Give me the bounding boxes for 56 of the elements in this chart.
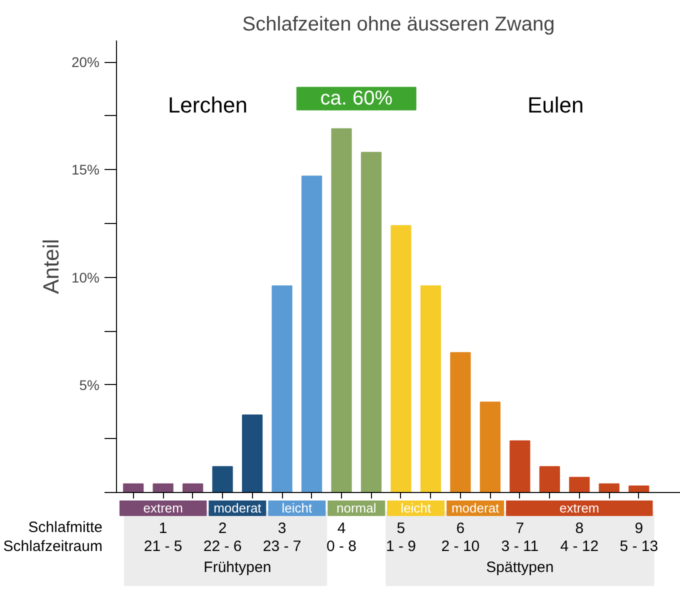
text: 4 - 12 [560,538,599,555]
text: Spättypen [486,559,554,576]
x-tick-label: 7 [516,520,524,537]
bar [450,352,471,492]
bar [569,476,590,492]
text: 0 - 8 [326,538,357,555]
x-tick-label: 5 [396,520,406,537]
x-tick-label: 6 [456,520,465,537]
annotation: Lerchen [168,92,248,118]
text: Frühtypen [204,559,272,576]
y-tick-label: 5% [79,376,100,393]
text: 3 - 11 [501,538,539,555]
text: Schlafzeitraum [3,538,103,555]
y-axis-title: Anteil [38,238,64,294]
bar [212,466,233,492]
text: 21 - 5 [144,538,182,555]
text: leicht [282,500,312,516]
y-tick-label: 20% [71,54,100,70]
x-tick-label: 4 [337,520,346,537]
x-tick-label: 8 [575,520,584,537]
bar [272,285,292,492]
annotation: ca. 60% [320,88,393,110]
bar [628,486,650,492]
text: extrem [560,500,600,516]
bar [539,466,560,492]
bar [598,483,620,492]
bar [480,402,501,492]
x-tick-label: 9 [634,520,644,537]
bar [242,414,263,492]
text: moderat [451,500,500,516]
bar [420,285,442,492]
text: 23 - 7 [262,538,302,555]
text: 22 - 6 [203,538,242,555]
bar [360,152,382,492]
bar [123,483,144,492]
bar [152,483,174,492]
text: 2 - 10 [441,538,480,555]
bar [301,176,322,492]
x-tick-label: 2 [218,520,227,537]
y-tick-label: 10% [71,269,100,286]
text: moderat [214,500,262,516]
text: Schlafmitte [28,519,103,536]
bar [182,483,204,492]
text: 1 - 9 [386,538,416,555]
bar [510,440,530,492]
annotation: Eulen [527,92,584,118]
x-tick-label: 3 [278,520,286,537]
x-tick-label: 1 [158,520,168,537]
text: extrem [143,500,183,516]
y-tick-label: 15% [71,162,100,178]
bar [331,128,352,492]
text: leicht [400,500,432,516]
text: 5 - 13 [620,538,658,555]
bar [390,225,412,492]
text: normal [336,500,376,516]
chart-title: Schlafzeiten ohne äusseren Zwang [242,14,555,36]
